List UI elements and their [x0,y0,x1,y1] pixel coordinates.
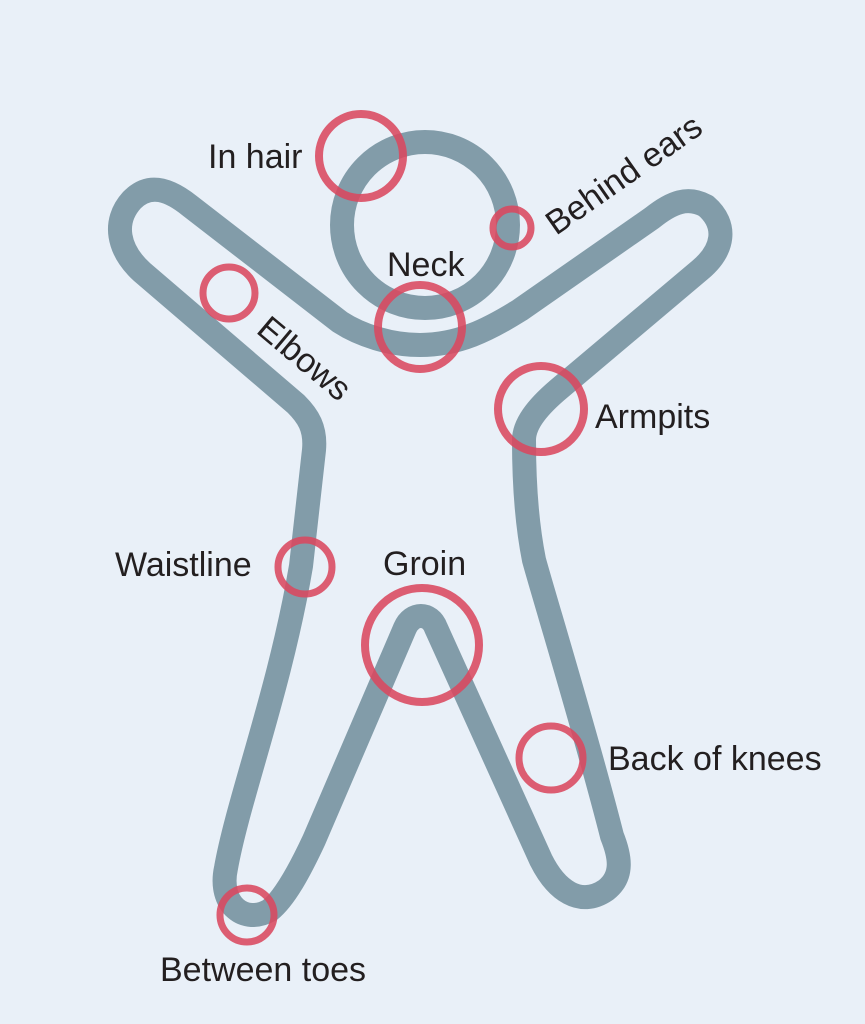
marker-in-hair [315,110,407,202]
marker-between-toes [216,884,278,946]
figure-outline [107,177,733,927]
marker-behind-ears [489,205,535,251]
head-outline [330,130,520,320]
marker-armpits [494,362,588,456]
marker-waistline [274,536,336,598]
marker-neck [374,281,466,373]
label-in-hair: In hair [208,138,303,176]
body-outline [107,130,733,927]
marker-elbows [199,263,259,323]
label-behind-ears: Behind ears [539,107,709,242]
label-armpits: Armpits [595,398,710,436]
marker-back-of-knees [515,722,587,794]
label-back-of-knees: Back of knees [608,740,822,778]
label-waistline: Waistline [115,546,252,584]
label-groin: Groin [383,545,466,583]
label-between-toes: Between toes [160,951,366,989]
marker-layer [199,110,588,946]
label-neck: Neck [387,246,465,284]
marker-groin [361,584,483,706]
